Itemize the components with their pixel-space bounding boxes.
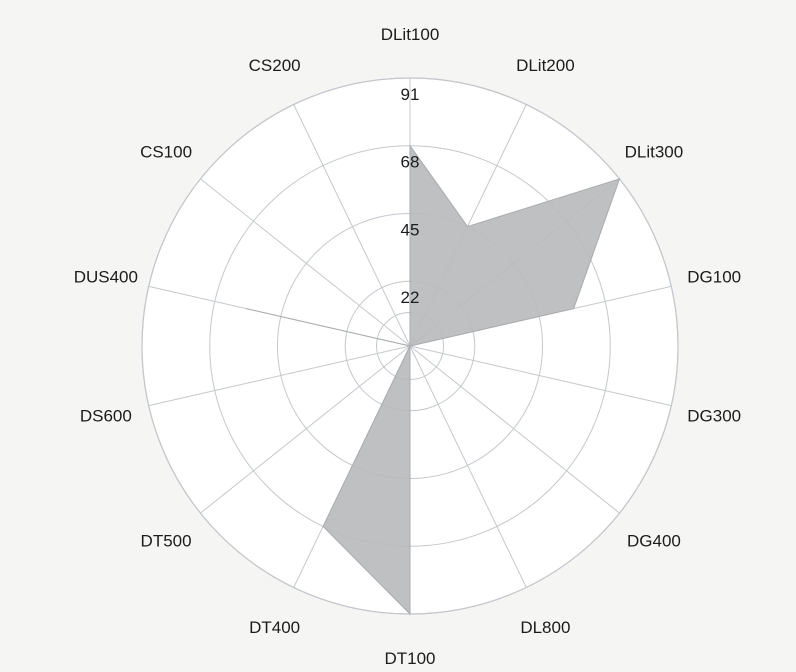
spoke-DL800 (409, 345, 527, 588)
category-label-DLit100: DLit100 (381, 25, 440, 44)
tick-label-91: 91 (401, 85, 420, 104)
category-labels: DLit100 DLit200 DLit300 DG100 DG300 DG400 DL80… (74, 25, 741, 668)
spoke-CS100 (200, 178, 411, 347)
spoke-DG400 (409, 345, 620, 514)
category-label-DT100: DT100 (384, 649, 435, 668)
category-label-CS100: CS100 (140, 142, 192, 161)
spoke-CS200 (293, 104, 411, 347)
tick-label-22: 22 (401, 288, 420, 307)
category-label-DG100: DG100 (687, 268, 741, 287)
tick-label-68: 68 (401, 153, 420, 172)
spoke-DS600 (148, 345, 411, 407)
category-label-DLit200: DLit200 (516, 56, 575, 75)
category-label-DT500: DT500 (141, 532, 192, 551)
category-label-DT400: DT400 (249, 618, 300, 637)
series-layer (246, 144, 621, 616)
category-label-DG400: DG400 (627, 532, 681, 551)
series-area-0 (246, 144, 621, 616)
category-label-DL800: DL800 (520, 618, 570, 637)
spoke-DG300 (409, 345, 672, 407)
tick-label-45: 45 (401, 220, 420, 239)
spoke-DT500 (200, 345, 411, 514)
category-label-DG300: DG300 (687, 406, 741, 425)
radial-tick-labels: 22 45 68 91 (401, 85, 420, 307)
category-label-DUS400: DUS400 (74, 268, 138, 287)
category-label-DS600: DS600 (80, 406, 132, 425)
category-label-CS200: CS200 (249, 56, 301, 75)
category-label-DLit300: DLit300 (625, 142, 684, 161)
